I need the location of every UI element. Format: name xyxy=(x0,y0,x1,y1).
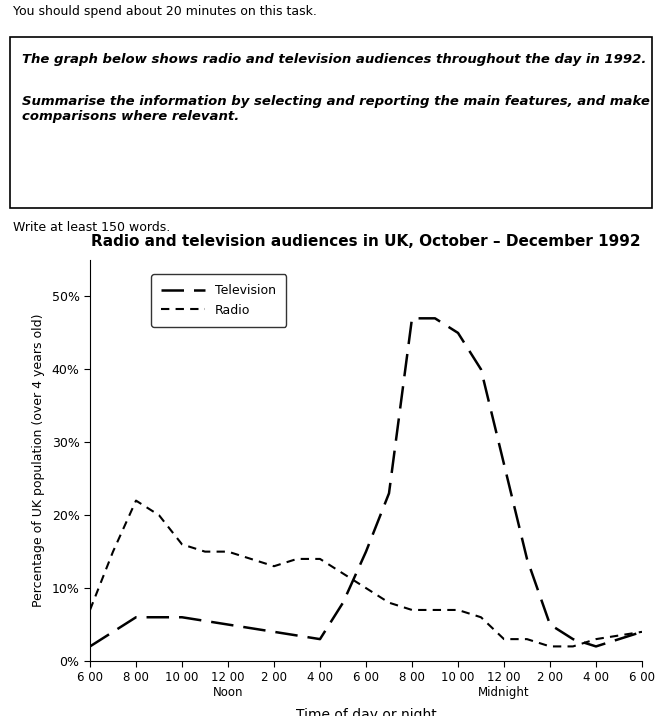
Radio xyxy=(178,540,186,548)
Television xyxy=(86,642,94,651)
Television xyxy=(155,613,163,621)
Text: You should spend about 20 minutes on this task.: You should spend about 20 minutes on thi… xyxy=(13,4,317,17)
Television xyxy=(477,365,485,374)
Television xyxy=(408,314,416,323)
Television xyxy=(132,613,140,621)
Radio xyxy=(247,555,255,563)
Radio xyxy=(155,511,163,520)
Radio xyxy=(500,635,508,644)
Radio xyxy=(224,547,232,556)
Television xyxy=(293,632,301,640)
Television xyxy=(454,329,462,337)
Television xyxy=(201,616,209,625)
Title: Radio and television audiences in UK, October – December 1992: Radio and television audiences in UK, Oc… xyxy=(91,234,641,249)
Radio xyxy=(270,562,278,571)
Radio xyxy=(132,496,140,505)
Television xyxy=(178,613,186,621)
Television xyxy=(316,635,324,644)
Television xyxy=(500,460,508,468)
Radio xyxy=(523,635,531,644)
Television xyxy=(638,627,646,636)
Television xyxy=(339,599,347,607)
Radio xyxy=(454,606,462,614)
Line: Television: Television xyxy=(90,319,642,647)
Radio xyxy=(201,547,209,556)
Television xyxy=(362,547,370,556)
Television xyxy=(109,627,117,636)
Television xyxy=(270,627,278,636)
Text: Summarise the information by selecting and reporting the main features, and make: Summarise the information by selecting a… xyxy=(22,95,650,123)
Text: The graph below shows radio and television audiences throughout the day in 1992.: The graph below shows radio and televisi… xyxy=(22,53,646,66)
Text: Write at least 150 words.: Write at least 150 words. xyxy=(13,221,171,234)
Radio xyxy=(339,569,347,578)
Radio xyxy=(592,635,600,644)
Radio xyxy=(362,584,370,592)
Radio xyxy=(316,555,324,563)
Y-axis label: Percentage of UK population (over 4 years old): Percentage of UK population (over 4 year… xyxy=(32,314,44,607)
Radio xyxy=(615,632,623,640)
Radio xyxy=(477,613,485,621)
Radio xyxy=(431,606,439,614)
Radio xyxy=(638,627,646,636)
Television xyxy=(247,624,255,632)
Television xyxy=(592,642,600,651)
Television xyxy=(615,635,623,644)
Television xyxy=(224,620,232,629)
Radio xyxy=(86,606,94,614)
Television xyxy=(431,314,439,323)
Radio xyxy=(408,606,416,614)
Radio xyxy=(385,599,393,607)
Television xyxy=(546,620,554,629)
X-axis label: Time of day or night: Time of day or night xyxy=(296,707,436,716)
Television xyxy=(523,555,531,563)
Line: Radio: Radio xyxy=(90,500,642,647)
Television xyxy=(385,489,393,498)
Television xyxy=(569,635,577,644)
Radio xyxy=(569,642,577,651)
Radio xyxy=(109,547,117,556)
Radio xyxy=(546,642,554,651)
Radio xyxy=(293,555,301,563)
Legend: Television, Radio: Television, Radio xyxy=(152,274,286,326)
